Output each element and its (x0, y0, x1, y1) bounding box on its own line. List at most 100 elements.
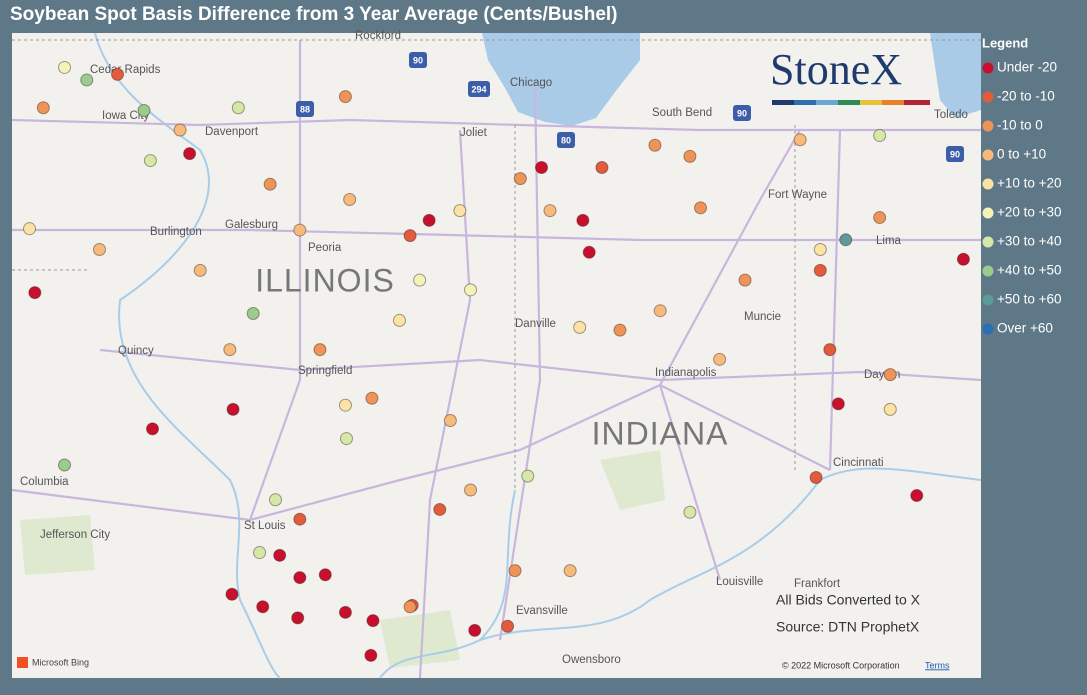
basis-point (263, 177, 277, 191)
city-label: Danville (515, 318, 556, 330)
shield-label: 80 (561, 135, 571, 145)
city-label: Owensboro (562, 654, 621, 666)
city-label: Davenport (205, 126, 259, 138)
basis-point (513, 172, 527, 186)
basis-point (338, 90, 352, 104)
basis-point (694, 201, 708, 215)
legend-label[interactable]: 0 to +10 (997, 147, 1046, 162)
city-label: Louisville (716, 576, 763, 588)
basis-point (364, 648, 378, 662)
logo: StoneX (770, 45, 930, 105)
basis-point (225, 587, 239, 601)
city-label: Toledo (934, 109, 968, 121)
land (12, 33, 981, 678)
basis-point (576, 213, 590, 227)
basis-point (813, 263, 827, 277)
state-borders (12, 39, 981, 490)
city-label: Cincinnati (833, 457, 884, 469)
legend-label[interactable]: -10 to 0 (997, 118, 1043, 133)
basis-point (80, 73, 94, 87)
legend-label[interactable]: +40 to +50 (997, 263, 1062, 278)
basis-point (563, 564, 577, 578)
note: All Bids Converted to X (776, 592, 921, 608)
basis-point (36, 101, 50, 115)
basis-point (595, 161, 609, 175)
basis-point (58, 458, 72, 472)
lake-michigan (482, 33, 640, 126)
basis-point (683, 505, 697, 519)
basis-point (93, 243, 106, 257)
basis-point (582, 245, 596, 259)
legend-swatch (982, 294, 994, 306)
basis-point (683, 149, 697, 163)
city-label: Muncie (744, 311, 781, 323)
basis-point (143, 154, 157, 168)
legend-swatch (982, 265, 994, 277)
basis-point (823, 343, 837, 357)
basis-point (253, 546, 267, 560)
basis-point (468, 623, 482, 637)
city-label: Indianapolis (655, 367, 717, 379)
basis-point (365, 391, 379, 405)
basis-point (223, 343, 237, 357)
basis-point (464, 483, 477, 497)
note: Source: DTN ProphetX (776, 619, 920, 635)
basis-point (343, 192, 357, 206)
terms-link[interactable]: Terms (925, 660, 950, 670)
city-label: Springfield (298, 365, 352, 377)
city-label: Peoria (308, 242, 342, 254)
basis-point (28, 286, 42, 300)
basis-point (464, 283, 477, 297)
legend-label[interactable]: +50 to +60 (997, 292, 1062, 307)
basis-point (501, 619, 515, 633)
legend-swatch (982, 207, 994, 219)
legend-label[interactable]: -20 to -10 (997, 89, 1055, 104)
basis-point (293, 571, 307, 585)
basis-point (392, 313, 406, 327)
basis-point (713, 352, 727, 366)
basis-point (413, 273, 427, 287)
basis-point (338, 605, 352, 619)
city-label: St Louis (244, 520, 286, 532)
basis-point (831, 397, 845, 411)
basis-point (23, 222, 37, 236)
basis-point (226, 402, 240, 416)
bing-icon (17, 657, 28, 668)
basis-point (839, 233, 853, 247)
legend-label[interactable]: Over +60 (997, 321, 1053, 336)
attribution: © 2022 Microsoft Corporation (782, 660, 900, 670)
basis-point (956, 252, 970, 266)
points (23, 60, 970, 662)
legend-swatch (982, 178, 994, 190)
legend-title: Legend (982, 35, 1028, 50)
basis-point (137, 104, 151, 118)
basis-point (146, 422, 159, 436)
shield-label: 90 (950, 149, 960, 159)
provider: Microsoft Bing (32, 657, 89, 667)
basis-point (422, 213, 436, 227)
basis-point (256, 600, 270, 614)
shield-label: 90 (413, 55, 423, 65)
basis-point (809, 470, 823, 484)
legend-label[interactable]: +20 to +30 (997, 205, 1062, 220)
legend-label[interactable]: +30 to +40 (997, 234, 1062, 249)
city-label: Lima (876, 235, 902, 247)
legend-label[interactable]: +10 to +20 (997, 176, 1062, 191)
basis-point (111, 67, 125, 81)
basis-point (339, 432, 353, 446)
city-label: Joliet (460, 127, 488, 139)
city-label: Evansville (516, 605, 568, 617)
basis-point (813, 243, 827, 257)
basis-point (403, 600, 417, 614)
basis-point (910, 489, 924, 503)
state-label: INDIANA (592, 415, 729, 451)
basis-point (573, 320, 587, 334)
basis-point (883, 368, 897, 382)
legend-label[interactable]: Under -20 (997, 60, 1057, 75)
basis-point (58, 60, 72, 74)
lake-erie (930, 33, 981, 118)
basis-point (521, 469, 535, 483)
city-label: Quincy (118, 345, 154, 357)
basis-point (403, 229, 417, 243)
